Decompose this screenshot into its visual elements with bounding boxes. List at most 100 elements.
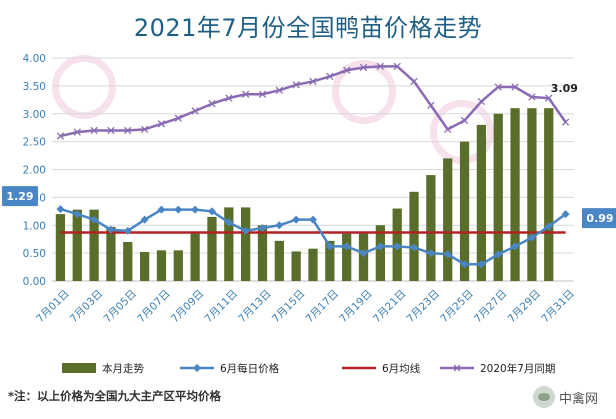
point-marker-last-year xyxy=(359,63,368,72)
bar xyxy=(308,248,318,281)
x-tick-label: 7月07日 xyxy=(135,288,173,326)
x-tick-label: 7月17日 xyxy=(304,288,342,326)
x-tick-label: 7月05日 xyxy=(101,288,139,326)
bar xyxy=(139,252,150,281)
bar xyxy=(72,209,82,281)
point-marker-last-year xyxy=(494,83,502,91)
point-marker-daily xyxy=(410,243,419,252)
point-marker-last-year xyxy=(140,125,149,134)
bar xyxy=(123,241,133,281)
point-marker-daily xyxy=(224,218,233,227)
bar xyxy=(257,225,268,281)
bar xyxy=(510,108,520,281)
x-tick-label: 7月23日 xyxy=(405,288,443,326)
bar xyxy=(358,233,369,281)
x-tick-label: 7月27日 xyxy=(472,288,510,326)
x-tick-label: 7月29日 xyxy=(506,288,544,326)
point-marker-daily xyxy=(140,215,149,224)
x-tick-label: 7月11日 xyxy=(203,288,241,326)
point-marker-last-year xyxy=(208,100,216,108)
point-marker-daily xyxy=(207,207,216,216)
point-marker-last-year xyxy=(157,120,166,128)
bar xyxy=(224,207,234,281)
bar xyxy=(156,250,167,281)
bar xyxy=(459,141,470,281)
data-label: 1.29 xyxy=(6,190,33,203)
x-tick-label: 7月19日 xyxy=(337,288,375,326)
bar xyxy=(544,108,554,281)
x-tick-label: 7月03日 xyxy=(68,288,106,326)
footnote: *注：以上价格为全国九大主产区平均价格 xyxy=(8,389,222,403)
bar xyxy=(241,207,251,281)
bar xyxy=(291,251,301,281)
point-marker-daily xyxy=(123,226,132,235)
point-marker-last-year xyxy=(511,83,519,91)
x-tick-label: 7月13日 xyxy=(236,288,274,326)
point-marker-last-year xyxy=(225,94,233,102)
point-marker-daily xyxy=(325,242,334,251)
bar xyxy=(342,233,352,281)
point-marker-last-year xyxy=(427,101,435,110)
point-marker-daily xyxy=(174,205,183,214)
point-marker-last-year xyxy=(477,97,486,106)
bar xyxy=(527,108,537,281)
legend-marker xyxy=(453,364,461,372)
y-tick-label: 1.00 xyxy=(23,220,46,232)
x-tick-label: 7月21日 xyxy=(371,288,409,326)
point-marker-daily xyxy=(258,224,267,233)
point-marker-last-year xyxy=(258,90,267,98)
series-line-last-year xyxy=(60,65,567,138)
x-tick-label: 7月15日 xyxy=(270,288,308,326)
point-marker-last-year xyxy=(528,93,536,101)
point-marker-last-year xyxy=(545,94,553,102)
point-marker-daily xyxy=(241,226,250,235)
point-marker-daily xyxy=(56,205,65,214)
legend-swatch xyxy=(62,363,96,373)
bar xyxy=(426,175,436,281)
y-tick-label: 2.00 xyxy=(23,165,46,177)
point-marker-daily xyxy=(376,242,385,251)
point-marker-last-year xyxy=(326,72,334,81)
point-marker-last-year xyxy=(561,118,570,126)
y-tick-label: 3.00 xyxy=(23,109,46,121)
point-marker-daily xyxy=(494,250,503,259)
point-marker-daily xyxy=(275,221,284,230)
y-tick-label: 4.00 xyxy=(23,53,46,65)
point-marker-last-year xyxy=(107,126,115,135)
point-marker-daily xyxy=(106,225,115,234)
point-marker-daily xyxy=(73,210,82,219)
legend-label: 6月均线 xyxy=(382,362,421,375)
point-marker-last-year xyxy=(292,81,300,89)
point-marker-last-year xyxy=(56,132,65,140)
point-marker-daily xyxy=(191,205,200,214)
point-marker-daily xyxy=(561,210,570,219)
point-marker-daily xyxy=(359,249,368,258)
bar xyxy=(476,124,487,282)
bar xyxy=(106,226,116,281)
point-marker-daily xyxy=(460,260,469,269)
data-label: 3.09 xyxy=(551,82,578,95)
watermark-stamp-2 xyxy=(332,60,396,124)
point-marker-daily xyxy=(544,222,553,231)
y-tick-label: 3.50 xyxy=(23,81,46,93)
point-marker-daily xyxy=(342,242,351,251)
x-tick-label: 7月25日 xyxy=(438,288,476,326)
point-marker-daily xyxy=(527,233,536,242)
data-label-box xyxy=(582,208,616,229)
legend-label: 本月走势 xyxy=(102,362,144,375)
point-marker-last-year xyxy=(90,126,98,135)
data-label: 0.99 xyxy=(586,212,613,225)
chart-title: 2021年7月份全国鸭苗价格走势 xyxy=(133,14,483,42)
point-marker-last-year xyxy=(444,125,452,134)
point-marker-last-year xyxy=(376,62,385,71)
point-marker-daily xyxy=(511,242,520,251)
y-tick-label: 0.00 xyxy=(23,276,46,288)
legend-label: 2020年7月同期 xyxy=(480,362,555,375)
bar xyxy=(409,191,419,281)
point-marker-daily xyxy=(426,249,435,258)
point-marker-last-year xyxy=(410,77,418,86)
point-marker-last-year xyxy=(73,128,81,136)
point-marker-daily xyxy=(393,242,402,251)
bar xyxy=(55,214,66,281)
